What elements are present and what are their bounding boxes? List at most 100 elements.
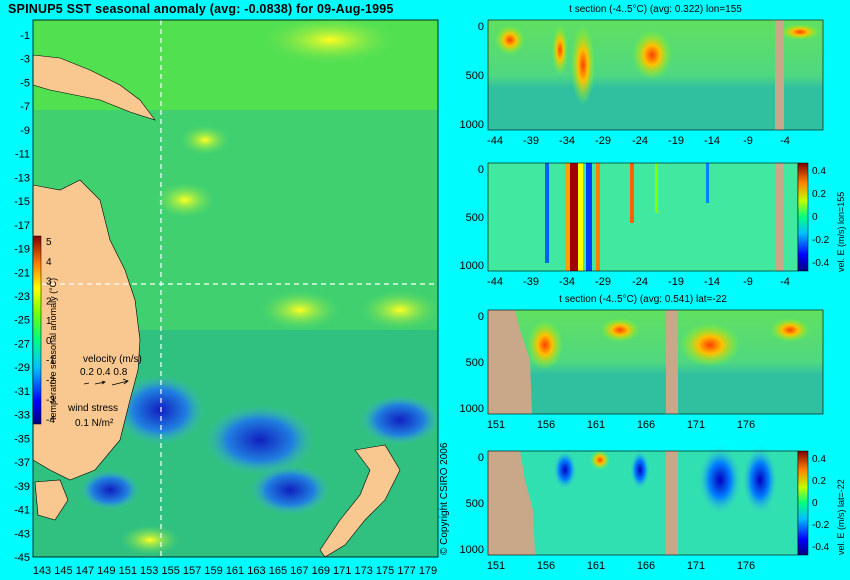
cbar-tick-label: -0.2 <box>812 520 830 531</box>
section-1-title: t section (-4..5°C) (avg: 0.322) lon=155 <box>569 4 742 15</box>
section-x-tick-label: 161 <box>587 419 605 431</box>
cbar-tick-label: 0.2 <box>812 189 826 200</box>
section-x-tick-label: -34 <box>559 135 575 147</box>
section-x-tick-label: 176 <box>737 419 755 431</box>
lat-tick-label: -25 <box>14 315 30 327</box>
section-x-tick-label: -29 <box>595 135 611 147</box>
lat-tick-label: -37 <box>14 457 30 469</box>
colorbar-tick-label: 3 <box>46 277 52 288</box>
lon-tick-label: 163 <box>247 565 265 577</box>
copyright-text: © Copyright CSIRO 2006 <box>439 442 450 555</box>
section-x-tick-label: 161 <box>587 560 605 572</box>
section-x-tick-label: 156 <box>537 560 555 572</box>
lat-tick-label: -41 <box>14 505 30 517</box>
lon-tick-label: 173 <box>354 565 372 577</box>
chart-title: SPINUP5 SST seasonal anomaly (avg: -0.08… <box>8 2 394 16</box>
colorbar-tick-label: -1 <box>46 356 55 367</box>
cbar-tick-label: 0.2 <box>812 476 826 487</box>
velocity-scale: 0.2 0.4 0.8 <box>80 367 128 378</box>
lat-tick-label: -19 <box>14 244 30 256</box>
colorbar-tick-label: 4 <box>46 257 52 268</box>
cbar-tick-label: 0.4 <box>812 166 826 177</box>
section-x-tick-label: -29 <box>595 276 611 288</box>
lon-tick-label: 175 <box>376 565 394 577</box>
lon-tick-label: 179 <box>419 565 437 577</box>
lon-tick-label: 143 <box>33 565 51 577</box>
lat-tick-label: -3 <box>20 54 30 66</box>
section-x-tick-label: 166 <box>637 560 655 572</box>
lon-tick-label: 147 <box>76 565 94 577</box>
map-colorbar <box>32 235 42 425</box>
section-x-tick-label: -44 <box>487 276 503 288</box>
section-x-tick-label: 156 <box>537 419 555 431</box>
depth-tick-label: 500 <box>466 498 484 510</box>
section-4-land <box>488 451 535 555</box>
lon-tick-label: 177 <box>397 565 415 577</box>
section-3-title: t section (-4..5°C) (avg: 0.541) lat=-22 <box>559 294 727 305</box>
colorbar-tick-label: 2 <box>46 296 52 307</box>
section-x-tick-label: -39 <box>523 276 539 288</box>
cbar-tick-label: 0.4 <box>812 454 826 465</box>
lat-tick-label: -27 <box>14 338 30 350</box>
section-x-tick-label: 176 <box>737 560 755 572</box>
lon-tick-label: 161 <box>226 565 244 577</box>
lat-tick-label: -11 <box>15 149 30 161</box>
depth-tick-label: 1000 <box>460 544 484 556</box>
section-4-cbar-label: vel. E (m/s) lat=-22 <box>836 479 846 555</box>
lat-tick-label: -39 <box>14 481 30 493</box>
velocity-label: velocity (m/s) <box>83 354 142 365</box>
lat-tick-label: -45 <box>14 552 30 564</box>
section-x-tick-label: -24 <box>632 276 648 288</box>
colorbar-tick-label: -2 <box>46 375 55 386</box>
section-x-tick-label: -4 <box>780 276 790 288</box>
new-zealand-land <box>319 444 401 558</box>
lon-tick-label: 159 <box>204 565 222 577</box>
depth-tick-label: 1000 <box>460 260 484 272</box>
colorbar-tick-label: 5 <box>46 237 52 248</box>
cbar-tick-label: 0 <box>812 212 818 223</box>
section-x-tick-label: 171 <box>687 419 705 431</box>
section-x-tick-label: -34 <box>559 276 575 288</box>
lat-tick-label: -5 <box>20 77 30 89</box>
depth-tick-label: 0 <box>478 452 484 464</box>
section-x-tick-label: -39 <box>523 135 539 147</box>
lon-tick-label: 151 <box>119 565 137 577</box>
section-x-tick-label: -19 <box>668 276 684 288</box>
depth-tick-label: 500 <box>466 70 484 82</box>
depth-tick-label: 0 <box>478 21 484 33</box>
lon-tick-label: 171 <box>333 565 351 577</box>
new-guinea-land <box>32 54 156 121</box>
velocity-arrows <box>83 378 129 386</box>
section-2-cbar-label: vel. E (m/s) lon=155 <box>836 192 846 272</box>
section-x-tick-label: -14 <box>704 135 720 147</box>
colorbar-tick-label: 0 <box>46 336 52 347</box>
depth-tick-label: 0 <box>478 164 484 176</box>
section-x-tick-label: -9 <box>743 276 753 288</box>
lon-tick-label: 169 <box>312 565 330 577</box>
lat-tick-label: -33 <box>14 410 30 422</box>
depth-tick-label: 500 <box>466 212 484 224</box>
colorbar-tick-label: 1 <box>46 316 52 327</box>
lon-tick-label: 145 <box>54 565 72 577</box>
section-x-tick-label: 151 <box>487 560 505 572</box>
lat-tick-label: -13 <box>14 172 30 184</box>
lat-tick-label: -21 <box>14 267 30 279</box>
lat-tick-label: -23 <box>14 291 30 303</box>
colorbar-tick-label: -3 <box>46 395 55 406</box>
section-x-tick-label: 166 <box>637 419 655 431</box>
section-x-tick-label: 151 <box>487 419 505 431</box>
section-1-panel: 0 500 1000-44 -39 -34 -29 -24 -19 -14 -9 -4 <box>460 19 824 147</box>
section-x-tick-label: -9 <box>743 135 753 147</box>
depth-tick-label: 0 <box>478 311 484 323</box>
section-3-land <box>488 310 532 414</box>
lat-tick-label: -29 <box>14 362 30 374</box>
lat-tick-label: -9 <box>20 125 30 137</box>
section-x-tick-label: -14 <box>704 276 720 288</box>
australia-land <box>32 179 141 481</box>
lon-tick-label: 155 <box>161 565 179 577</box>
lat-tick-label: -17 <box>14 220 30 232</box>
cbar-tick-label: -0.4 <box>812 258 830 269</box>
